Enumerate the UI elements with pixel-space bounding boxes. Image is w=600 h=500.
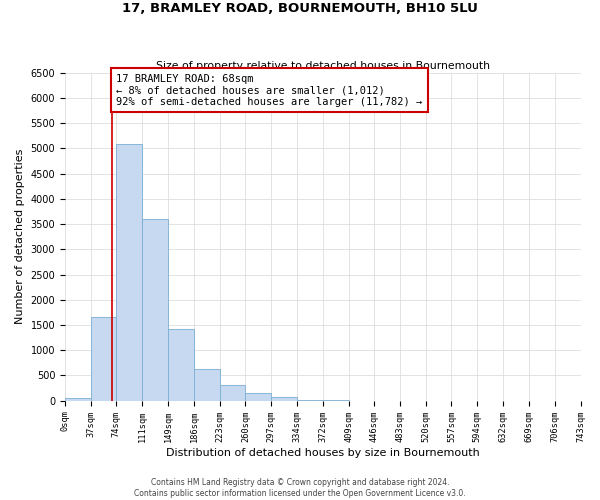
Title: Size of property relative to detached houses in Bournemouth: Size of property relative to detached ho… (156, 60, 490, 70)
Bar (245, 393, 271, 400)
Y-axis label: Number of detached properties: Number of detached properties (15, 149, 25, 324)
Bar (220, 385, 245, 400)
Bar (116, 144, 142, 400)
Bar (65, 398, 91, 400)
Bar (142, 219, 169, 400)
Text: Contains HM Land Registry data © Crown copyright and database right 2024.
Contai: Contains HM Land Registry data © Crown c… (134, 478, 466, 498)
Text: 17, BRAMLEY ROAD, BOURNEMOUTH, BH10 5LU: 17, BRAMLEY ROAD, BOURNEMOUTH, BH10 5LU (122, 2, 478, 16)
X-axis label: Distribution of detached houses by size in Bournemouth: Distribution of detached houses by size … (166, 448, 479, 458)
Bar (194, 370, 220, 400)
Text: 17 BRAMLEY ROAD: 68sqm
← 8% of detached houses are smaller (1,012)
92% of semi-d: 17 BRAMLEY ROAD: 68sqm ← 8% of detached … (116, 74, 422, 107)
Bar (169, 328, 194, 400)
Bar (271, 397, 297, 400)
Bar (91, 318, 116, 400)
